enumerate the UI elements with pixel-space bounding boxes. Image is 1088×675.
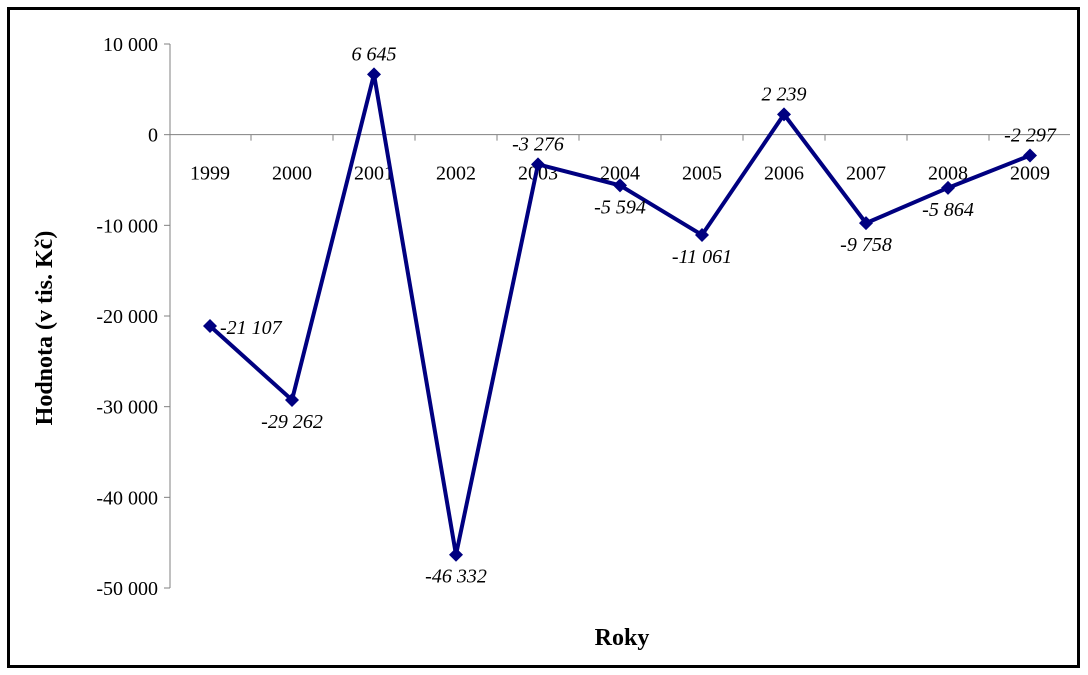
series-polyline: [208, 73, 1031, 556]
data-label-2005: -11 061: [672, 246, 732, 268]
x-tick-label: 2001: [354, 163, 394, 185]
x-tick-label: 2000: [272, 163, 312, 185]
x-axis-title: Roky: [595, 625, 650, 651]
data-label-2003: -3 276: [512, 133, 564, 155]
x-axis: 1999 2000 2001 2002 2003 2004 2005 2006 2007 2008…: [170, 134, 1070, 185]
data-label-2001: 6 645: [352, 43, 397, 65]
x-tick-label: 2005: [682, 163, 722, 185]
data-label-2006: 2 239: [762, 83, 807, 105]
data-point-2000: [285, 392, 299, 407]
y-tick-label: -50 000: [96, 578, 158, 600]
x-tick-label: 2004: [600, 163, 640, 185]
data-labels: -21 107 -29 262 6 645 -46 332 -3 276 -5 594 -1…: [220, 43, 1057, 587]
data-point-2009: [1023, 148, 1037, 163]
data-label-2009: -2 297: [1004, 124, 1057, 146]
data-point-2001: [367, 67, 381, 82]
data-point-2007: [859, 216, 873, 231]
data-label-2002: -46 332: [425, 566, 487, 588]
x-tick-label: 2006: [764, 163, 804, 185]
y-tick-label: -30 000: [96, 397, 158, 419]
y-tick-label: -10 000: [96, 215, 158, 237]
data-label-1999: -21 107: [220, 317, 283, 339]
x-tick-label: 2008: [928, 163, 968, 185]
data-point-2002: [449, 547, 463, 562]
data-label-2000: -29 262: [261, 411, 323, 433]
data-point-2008: [941, 180, 955, 195]
data-point-2003: [531, 157, 545, 172]
y-axis: 10 000 0 -10 000 -20 000 -30 000 -40 000 -50 0…: [96, 34, 171, 600]
data-point-2004: [613, 178, 627, 193]
data-point-1999: [203, 319, 217, 334]
data-label-2008: -5 864: [922, 199, 974, 221]
data-label-2004: -5 594: [594, 196, 646, 218]
x-tick-label: 2007: [846, 163, 886, 185]
x-tick-label: 2009: [1010, 163, 1050, 185]
data-point-2005: [695, 227, 709, 242]
x-tick-label: 2002: [436, 163, 476, 185]
data-markers: [203, 67, 1037, 562]
chart-frame: [7, 7, 1080, 668]
data-point-2006: [777, 107, 791, 122]
y-tick-label: -20 000: [96, 306, 158, 328]
data-label-2007: -9 758: [840, 234, 892, 256]
y-axis-title: Hodnota (v tis. Kč): [32, 231, 58, 426]
y-tick-label: 10 000: [103, 34, 158, 56]
series-line: [208, 73, 1031, 556]
y-tick-label: -40 000: [96, 487, 158, 509]
x-tick-label: 1999: [190, 163, 230, 185]
y-tick-label: 0: [148, 125, 158, 147]
